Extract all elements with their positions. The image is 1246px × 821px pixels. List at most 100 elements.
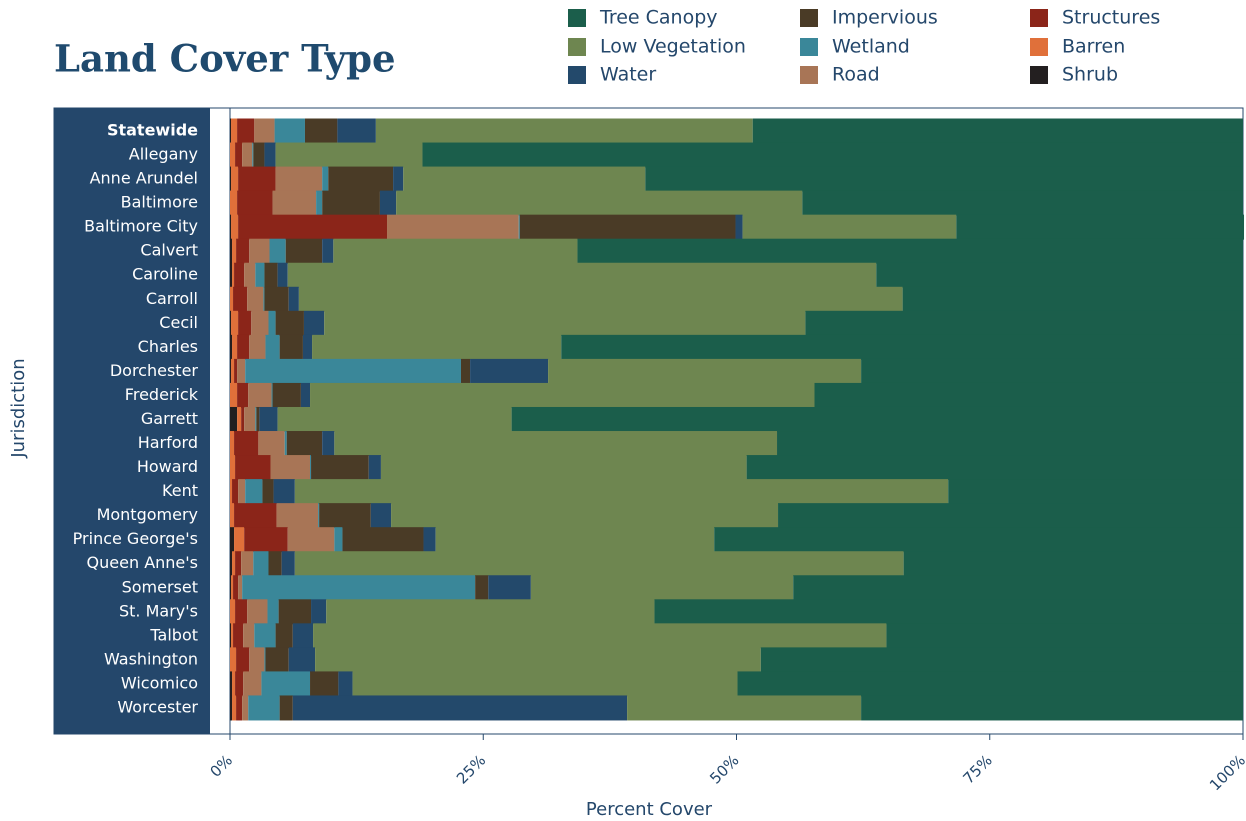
bar-segment [279, 334, 303, 360]
bar-segment [375, 118, 753, 144]
bar-segment [234, 431, 259, 457]
bar-segment [236, 647, 250, 673]
category-label: Queen Anne's [87, 553, 198, 572]
legend-label: Low Vegetation [600, 36, 746, 58]
bar-segment [231, 310, 239, 336]
bar-segment [237, 118, 255, 144]
category-label: Garrett [141, 409, 198, 428]
bar-segment [286, 431, 323, 457]
bar-segment [230, 479, 233, 505]
x-tick-label: 0% [206, 751, 236, 781]
legend-swatch [1030, 9, 1048, 27]
bar-segment [313, 623, 887, 649]
bar-segment [328, 166, 394, 192]
bar-segment [264, 142, 276, 168]
bar-segment [238, 166, 276, 192]
bar-segment [322, 238, 334, 264]
bar-segment [627, 695, 862, 721]
x-tick-label: 100% [1206, 751, 1246, 794]
category-label: Caroline [132, 265, 198, 284]
bar-segment [391, 503, 779, 529]
bar-segment [230, 406, 238, 432]
bar-segment [530, 575, 794, 601]
bar-segment [519, 214, 736, 240]
bar-segment [253, 142, 265, 168]
bar-segment [244, 406, 256, 432]
bar-segment [475, 575, 489, 601]
bar-segment [805, 310, 1243, 336]
category-label: Harford [138, 433, 198, 452]
bar-segment [312, 334, 562, 360]
bar-segment [281, 551, 295, 577]
category-label: Baltimore [121, 193, 198, 212]
legend-swatch [1030, 66, 1048, 84]
bar-segment [322, 190, 380, 216]
bar-segment [230, 551, 233, 577]
bar-segment [255, 262, 265, 288]
bar-segment [248, 695, 280, 721]
bar-segment [230, 647, 237, 673]
bar-segment [267, 599, 279, 625]
bar-segment [237, 334, 250, 360]
bar-segment [261, 671, 311, 697]
legend-label: Tree Canopy [599, 7, 718, 29]
bar-segment [233, 286, 248, 312]
bar-segment [248, 382, 272, 408]
bar-segment [230, 575, 232, 601]
bar-segment [310, 455, 312, 481]
category-label: Prince George's [73, 529, 198, 548]
category-label: Allegany [129, 145, 198, 164]
bar-segment [242, 575, 476, 601]
bar-segment [352, 671, 738, 697]
x-tick-label: 25% [453, 751, 489, 787]
bar-segment [233, 575, 239, 601]
bar-segment [235, 551, 242, 577]
bar-segment [235, 599, 248, 625]
bar-segment [272, 382, 301, 408]
legend-swatch [800, 38, 818, 56]
bar-segment [237, 382, 249, 408]
bar-segment [276, 503, 319, 529]
bar-segment [861, 695, 1243, 721]
legend-swatch [568, 66, 586, 84]
bar-segment [230, 142, 236, 168]
category-label: Baltimore City [84, 217, 198, 236]
bar-segment [380, 455, 747, 481]
bar-segment [234, 527, 245, 553]
bar-segment [235, 455, 271, 481]
bar-segment [236, 695, 243, 721]
bar-segment [230, 527, 235, 553]
bar-segment [470, 358, 549, 384]
bar-segment [234, 503, 277, 529]
bar-segment [271, 382, 273, 408]
bar-segment [268, 310, 276, 336]
bar-segment [742, 214, 957, 240]
bar-segment [237, 406, 242, 432]
legend-label: Wetland [832, 36, 910, 58]
bar-segment [237, 358, 246, 384]
bar-segment [230, 334, 233, 360]
bar-segment [247, 599, 268, 625]
bar-segment [232, 551, 236, 577]
legend-swatch [1030, 38, 1048, 56]
bar-segment [252, 142, 254, 168]
bar-segment [368, 455, 381, 481]
bar-segment [292, 623, 314, 649]
bar-segment [760, 647, 1243, 673]
bar-segment [230, 118, 232, 144]
bar-segment [263, 286, 265, 312]
bar-segment [316, 190, 323, 216]
bar-segment [318, 503, 320, 529]
bar-segment [265, 334, 280, 360]
bar-segment [423, 527, 436, 553]
bar-segment [249, 334, 266, 360]
bar-segment [234, 358, 238, 384]
bar-segment [315, 647, 761, 673]
category-label: Carroll [146, 289, 198, 308]
bar-segment [274, 118, 305, 144]
bar-segment [231, 575, 234, 601]
bar-segment [241, 551, 254, 577]
bar-segment [393, 166, 404, 192]
bar-segment [231, 118, 238, 144]
